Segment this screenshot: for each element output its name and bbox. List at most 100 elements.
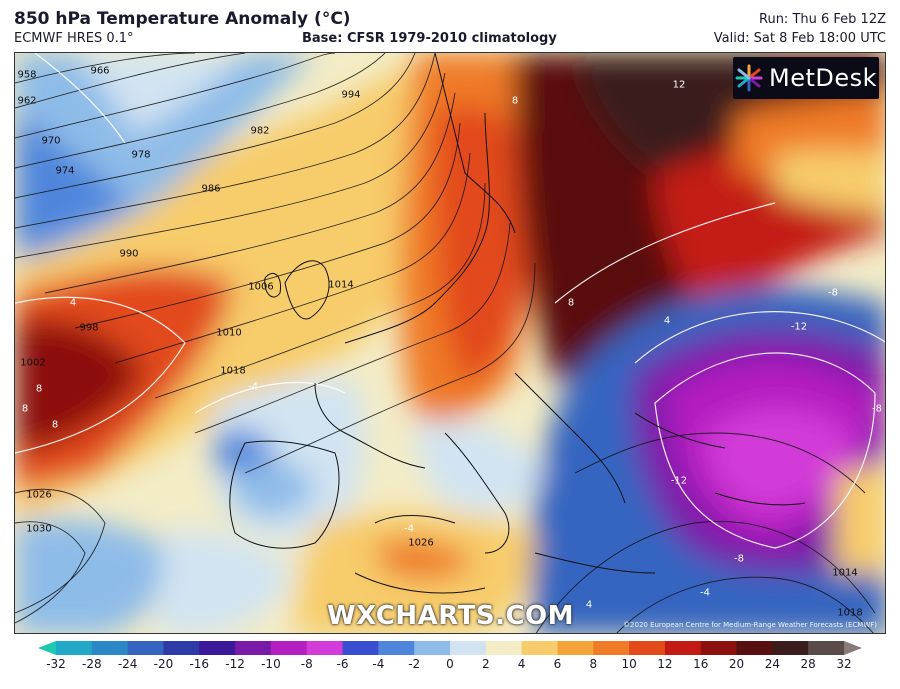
isobar-label: 1002 — [20, 357, 46, 369]
colorbar-segment — [736, 641, 773, 655]
metdesk-logo: MetDesk — [733, 57, 879, 99]
anomaly-label: 4 — [663, 315, 671, 327]
isobar-label: 1030 — [26, 523, 52, 535]
run-label: Run: Thu 6 Feb 12Z — [759, 12, 886, 27]
colorbar-segment — [664, 641, 702, 655]
isobar-label: 958 — [17, 69, 37, 81]
map-canvas — [15, 53, 885, 633]
isobar-label: 970 — [41, 135, 61, 147]
colorbar-extend-low — [38, 641, 56, 655]
colorbar-tick-label: -12 — [225, 657, 245, 671]
colorbar-tick-label: -16 — [189, 657, 210, 671]
anomaly-contours — [15, 53, 885, 549]
colorbar-tick-label: -4 — [372, 657, 385, 671]
colorbar-segment — [700, 641, 738, 655]
colorbar-segment — [342, 641, 379, 655]
colorbar-segment — [593, 641, 630, 655]
isobar-label: 1026 — [26, 489, 52, 501]
colorbar-segment — [199, 641, 236, 655]
colorbar-tick-label: -28 — [82, 657, 102, 671]
colorbar-segment — [270, 641, 308, 655]
logo-text: MetDesk — [768, 64, 878, 92]
isobar-label: 1018 — [220, 365, 246, 377]
colorbar-tick-label: 4 — [517, 657, 526, 671]
colorbar-segment — [485, 641, 523, 655]
anomaly-label: 8 — [51, 419, 59, 431]
isobar-label: 1018 — [837, 607, 863, 619]
anomaly-label: -12 — [790, 321, 808, 333]
anomaly-label: 8 — [567, 297, 575, 309]
colorbar-tick-label: 28 — [800, 657, 816, 671]
colorbar-segment — [127, 641, 164, 655]
colorbar-tick-label: -10 — [261, 657, 281, 671]
anomaly-map: 958 962 966 970 974 978 982 986 990 994 … — [14, 52, 886, 634]
colorbar-segment — [235, 641, 272, 655]
anomaly-label: 8 — [21, 403, 29, 415]
chart-title: 850 hPa Temperature Anomaly (°C) — [14, 9, 351, 29]
colorbar — [38, 641, 862, 655]
colorbar-segment — [91, 641, 129, 655]
colorbar-segment — [557, 641, 594, 655]
isobar-label: 962 — [17, 95, 37, 107]
anomaly-label: 8 — [511, 95, 519, 107]
temperature-field — [15, 53, 885, 633]
isobar-label: 974 — [55, 165, 75, 177]
colorbar-tick-label: 12 — [657, 657, 673, 671]
copyright: ©2020 European Centre for Medium-Range W… — [623, 621, 877, 629]
anomaly-label: -8 — [734, 553, 744, 565]
isobar-label: 1014 — [832, 567, 858, 579]
anomaly-label: 4 — [69, 297, 77, 309]
colorbar-segment — [450, 641, 487, 655]
colorbar-segment — [378, 641, 415, 655]
colorbar-tick-label: 6 — [553, 657, 562, 671]
colorbar-tick-label: 16 — [693, 657, 709, 671]
isobar-label: 1014 — [328, 279, 354, 291]
colorbar-tick-label: -24 — [117, 657, 138, 671]
isobar-label: 1006 — [248, 281, 274, 293]
anomaly-label: -12 — [670, 475, 688, 487]
watermark: WXCHARTS.COM — [327, 601, 575, 631]
anomaly-label: -8 — [872, 403, 882, 415]
colorbar-tick-label: -6 — [336, 657, 349, 671]
anomaly-label: -4 — [700, 587, 710, 599]
colorbar-tick-label: 8 — [589, 657, 598, 671]
colorbar-tick-label: 0 — [446, 657, 454, 671]
colorbar-tick-label: 20 — [728, 657, 745, 671]
coastlines — [229, 53, 806, 594]
colorbar-tick-label: -20 — [153, 657, 174, 671]
colorbar-tick-label: -32 — [46, 657, 66, 671]
isobar-label: 990 — [119, 248, 139, 260]
burst-icon — [735, 64, 763, 92]
anomaly-label: 12 — [672, 79, 686, 91]
base-label: Base: CFSR 1979-2010 climatology — [302, 31, 557, 46]
colorbar-segment — [772, 641, 809, 655]
colorbar-tick-label: -8 — [300, 657, 313, 671]
isobar-label: 998 — [79, 322, 99, 334]
anomaly-label: 4 — [585, 599, 593, 611]
chart-header: 850 hPa Temperature Anomaly (°C) ECMWF H… — [0, 0, 900, 52]
colorbar-segment — [808, 641, 845, 655]
isobar-lines — [15, 53, 876, 633]
isobar-label: 1010 — [216, 327, 242, 339]
model-label: ECMWF HRES 0.1° — [14, 31, 134, 46]
colorbar-tick-label: -2 — [408, 657, 421, 671]
isobar-label: 982 — [250, 125, 270, 137]
colorbar-tick-label: 2 — [481, 657, 490, 671]
anomaly-label: 8 — [35, 383, 43, 395]
valid-label: Valid: Sat 8 Feb 18:00 UTC — [713, 31, 886, 46]
anomaly-label: -8 — [828, 287, 838, 299]
anomaly-label: -4 — [404, 523, 414, 535]
colorbar-segment — [306, 641, 344, 655]
colorbar-tick-label: 10 — [621, 657, 637, 671]
isobar-label: 994 — [341, 89, 361, 101]
isobar-label: 966 — [90, 65, 110, 77]
colorbar-segment — [163, 641, 200, 655]
colorbar-segment — [56, 641, 93, 655]
colorbar-segment — [629, 641, 666, 655]
colorbar-segment — [521, 641, 558, 655]
colorbar-ticks: -32 -28 -24 -20 -16 -12 -10 -8 -6 -4 -2 0 2 4 6 8 10 12 16… — [0, 657, 900, 677]
colorbar-tick-label: 24 — [764, 657, 780, 671]
isobar-label: 986 — [201, 183, 221, 195]
colorbar-segment — [414, 641, 451, 655]
colorbar-tick-label: 32 — [836, 657, 852, 671]
